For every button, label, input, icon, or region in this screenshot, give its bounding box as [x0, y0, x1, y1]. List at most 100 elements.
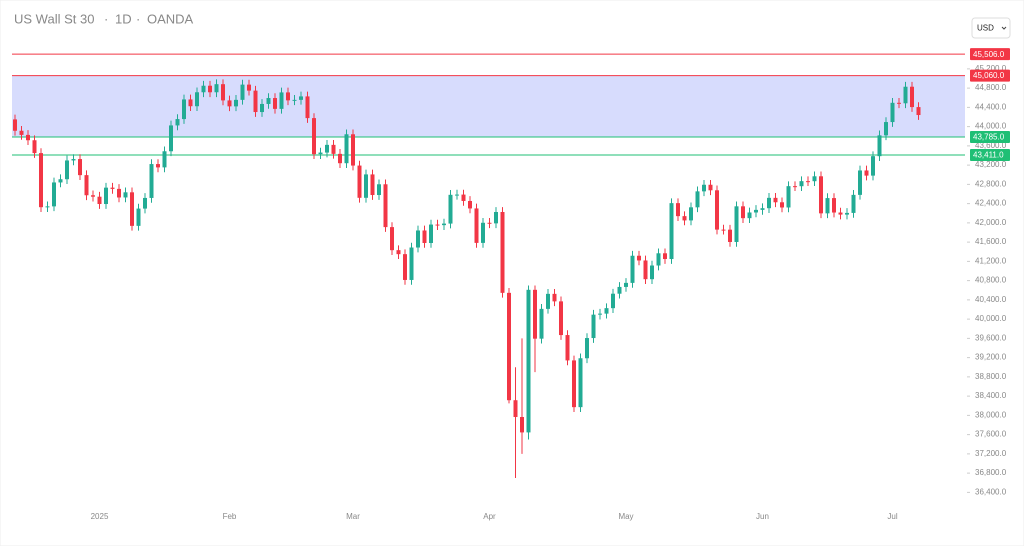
candle-body [832, 198, 836, 213]
candle-body [305, 96, 310, 119]
candle-body [182, 99, 186, 120]
candle-body [572, 360, 576, 408]
candle-body [695, 191, 700, 208]
candle-body [539, 308, 544, 339]
candle-body [13, 119, 17, 131]
candle-body [195, 92, 199, 107]
candle-body [637, 255, 641, 261]
separator: · [136, 11, 140, 26]
candle-body [643, 260, 648, 280]
currency-button[interactable] [971, 17, 1011, 39]
y-tick-label: 39,200.0 [975, 353, 1007, 362]
candle-body [19, 130, 24, 135]
candle-body [728, 229, 732, 242]
candle-body [903, 86, 908, 104]
level-label: 43,411.0 [973, 151, 1004, 160]
separator: · [104, 11, 108, 26]
candle-body [682, 216, 687, 221]
candle-body [351, 134, 355, 166]
candle-body [123, 192, 128, 198]
currency[interactable]: USD [977, 24, 994, 33]
candle-body [58, 179, 63, 183]
candle-body [84, 175, 89, 196]
candle-body [162, 151, 167, 168]
candle-body [786, 186, 791, 208]
candle-body [760, 208, 765, 210]
candle-body [390, 227, 394, 251]
candle-body [286, 92, 290, 101]
candle-body [39, 153, 43, 208]
y-tick-label: 40,000.0 [975, 314, 1007, 323]
candle-body [871, 156, 875, 176]
candle-body [663, 253, 667, 260]
y-tick-label: 39,600.0 [975, 333, 1007, 342]
candle-body [214, 84, 219, 93]
level-label-box [970, 69, 1010, 82]
y-tick-label: 43,200.0 [975, 160, 1007, 169]
candle-body [396, 250, 401, 255]
candle-body [864, 170, 869, 176]
level-label: 45,506.0 [973, 50, 1005, 59]
chart-title: US Wall St 30 [14, 11, 94, 26]
interval: 1D [115, 11, 132, 26]
candle-body [110, 187, 115, 189]
candle-body [338, 153, 342, 164]
candle-body [143, 197, 147, 209]
y-tick-label: 41,200.0 [975, 256, 1007, 265]
candle-body [799, 181, 804, 187]
candle-body [721, 229, 726, 231]
candle-body [292, 99, 297, 101]
candle-body [26, 134, 30, 141]
candle-body [331, 144, 336, 154]
candle-body [604, 308, 609, 314]
candle-body [273, 98, 277, 109]
candle-body [598, 313, 602, 315]
candle-body [221, 84, 225, 101]
candle-body [559, 301, 563, 336]
candle-body [500, 211, 505, 293]
candle-body [656, 253, 661, 266]
candle-body [611, 293, 615, 309]
y-tick-label: 40,800.0 [975, 276, 1007, 285]
level-label-box [970, 148, 1010, 161]
candle-body [260, 103, 264, 113]
y-tick-label: 44,800.0 [975, 83, 1007, 92]
candle-body [715, 190, 719, 230]
level-label-box [970, 130, 1010, 143]
candle-body [734, 206, 739, 242]
source: OANDA [147, 11, 194, 26]
y-tick-label: 44,400.0 [975, 102, 1007, 111]
candle-body [299, 96, 303, 100]
x-tick-label: Mar [346, 512, 360, 521]
y-tick-label: 38,800.0 [975, 372, 1007, 381]
candle-body [624, 282, 628, 287]
candle-body [364, 174, 368, 198]
y-tick-label: 42,800.0 [975, 179, 1007, 188]
candle-body [487, 222, 492, 224]
candle-body [461, 194, 466, 201]
candle-body [104, 187, 108, 205]
level-label: 43,785.0 [973, 133, 1005, 142]
y-tick-label: 38,400.0 [975, 391, 1007, 400]
candle-body [585, 338, 589, 359]
candle-body [325, 144, 329, 153]
candle-body [851, 194, 856, 213]
candle-body [149, 164, 154, 198]
candle-body [890, 102, 895, 123]
candle-body [754, 209, 758, 213]
candle-body [377, 184, 381, 196]
y-tick-label: 44,000.0 [975, 122, 1007, 131]
candle-body [617, 286, 622, 294]
candle-body [429, 224, 433, 243]
y-tick-label: 42,000.0 [975, 218, 1007, 227]
candle-body [97, 196, 102, 205]
candle-body [806, 181, 810, 183]
level-label: 45,060.0 [973, 71, 1005, 80]
candle-body [416, 230, 420, 248]
candle-body [240, 84, 245, 100]
candle-layer [13, 79, 921, 478]
candle-body [188, 99, 193, 107]
candle-body [481, 222, 485, 243]
candle-body [552, 293, 557, 302]
